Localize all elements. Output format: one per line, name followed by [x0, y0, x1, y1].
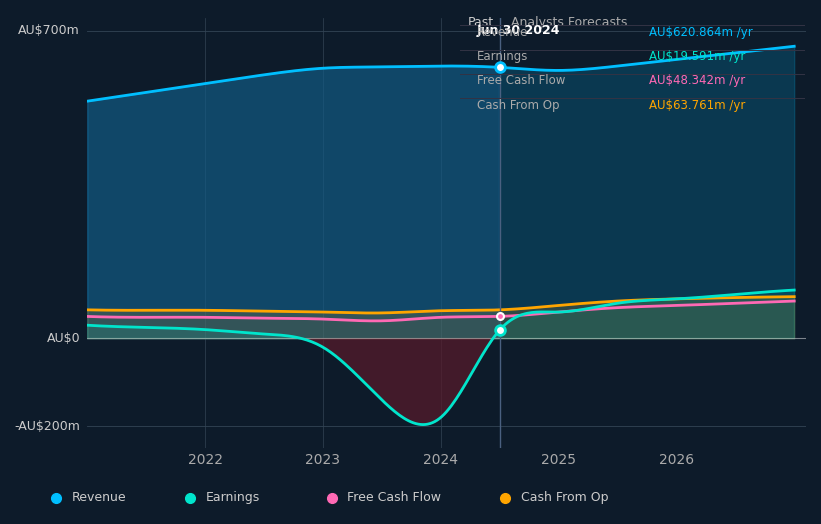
Text: Past: Past	[468, 16, 493, 29]
Text: Free Cash Flow: Free Cash Flow	[347, 492, 442, 504]
Text: Analysts Forecasts: Analysts Forecasts	[511, 16, 628, 29]
Text: AU$19.591m /yr: AU$19.591m /yr	[649, 50, 745, 63]
Text: Revenue: Revenue	[477, 26, 529, 39]
Text: Free Cash Flow: Free Cash Flow	[477, 74, 566, 88]
Text: AU$48.342m /yr: AU$48.342m /yr	[649, 74, 745, 88]
Text: Revenue: Revenue	[71, 492, 126, 504]
Text: Jun 30 2024: Jun 30 2024	[477, 24, 561, 37]
Text: Earnings: Earnings	[477, 50, 529, 63]
Text: -AU$200m: -AU$200m	[14, 420, 80, 433]
Text: AU$0: AU$0	[47, 332, 80, 345]
Text: Cash From Op: Cash From Op	[477, 99, 559, 112]
Text: Cash From Op: Cash From Op	[521, 492, 608, 504]
Text: AU$700m: AU$700m	[18, 25, 80, 37]
Text: AU$63.761m /yr: AU$63.761m /yr	[649, 99, 745, 112]
Text: AU$620.864m /yr: AU$620.864m /yr	[649, 26, 753, 39]
Text: Earnings: Earnings	[205, 492, 259, 504]
